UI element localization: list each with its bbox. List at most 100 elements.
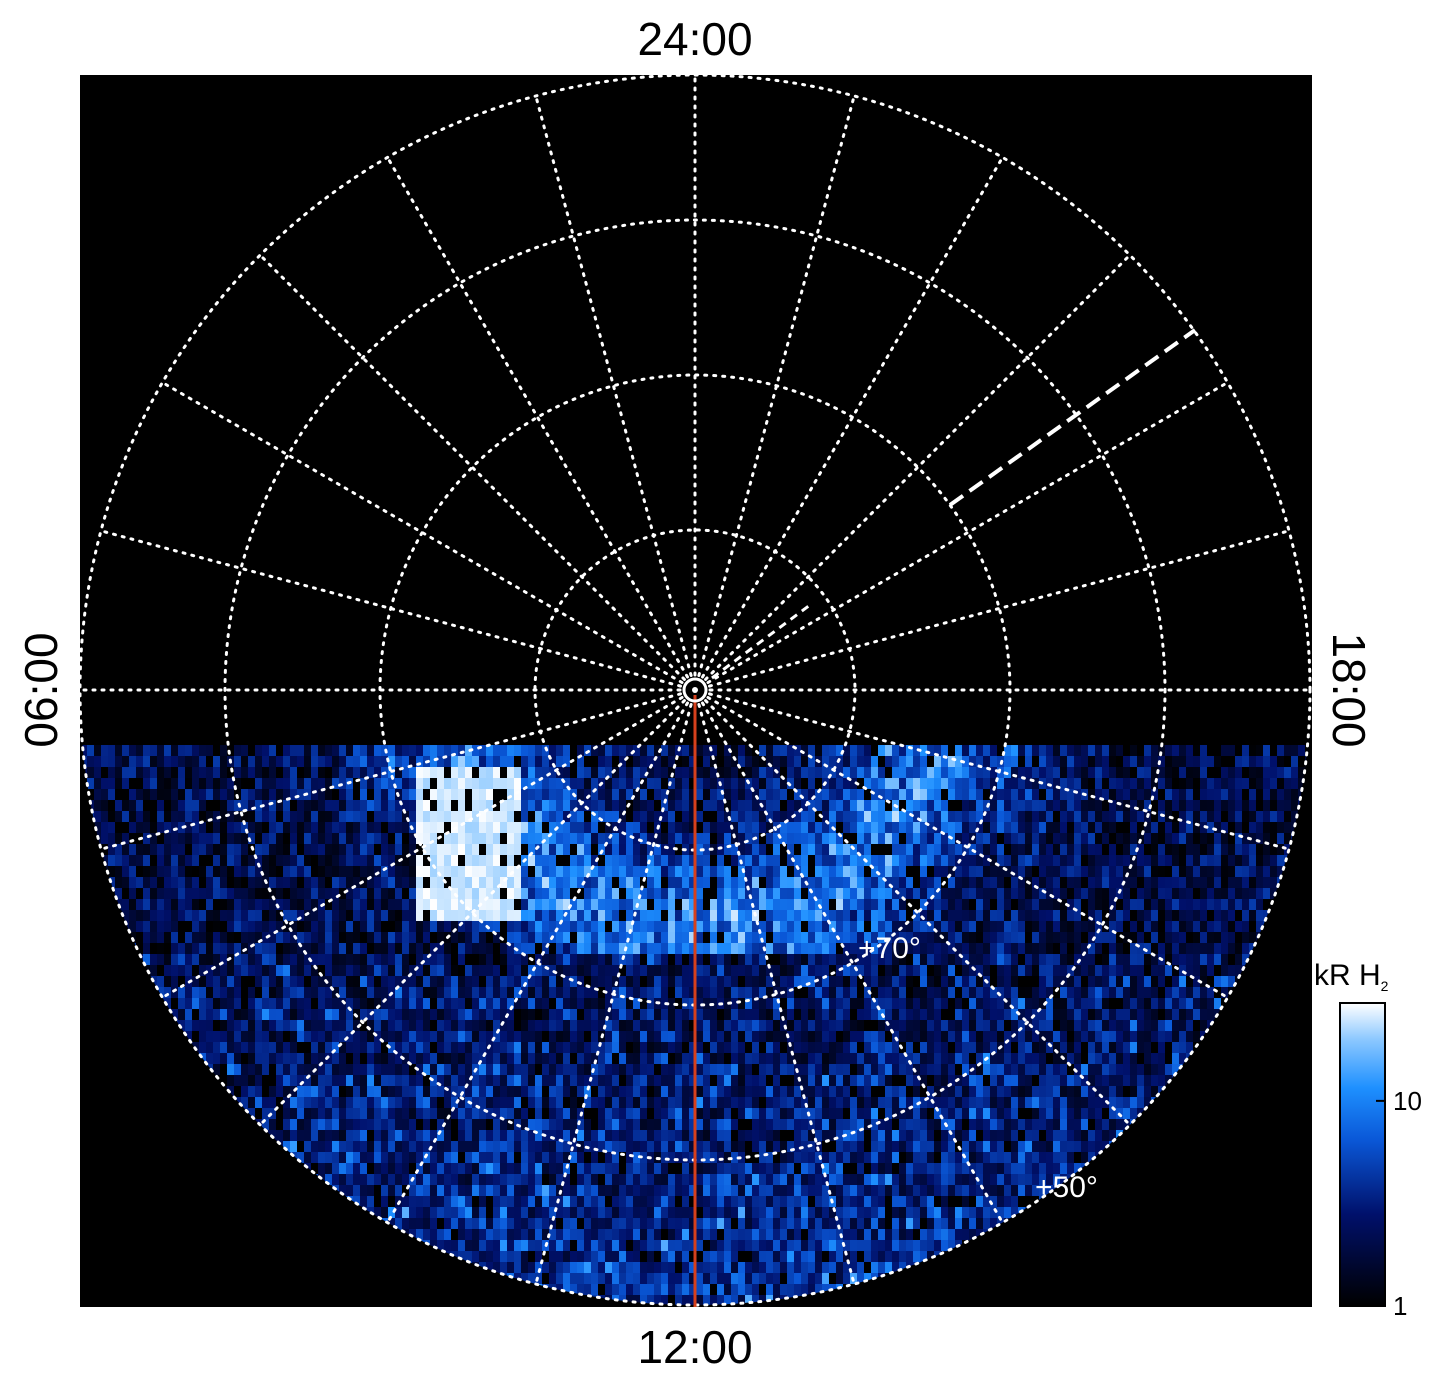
emission-pixel [717, 822, 725, 834]
emission-pixel [206, 910, 214, 922]
emission-pixel [255, 910, 263, 922]
emission-pixel [360, 800, 368, 812]
emission-pixel [339, 822, 347, 834]
emission-pixel [724, 811, 732, 823]
emission-pixel [955, 778, 963, 790]
emission-pixel [1088, 877, 1096, 889]
emission-pixel [360, 833, 368, 845]
emission-pixel [1011, 1031, 1019, 1043]
emission-pixel [381, 1075, 389, 1087]
emission-pixel [626, 811, 634, 823]
emission-pixel [955, 932, 963, 944]
emission-pixel [192, 855, 200, 867]
emission-pixel [577, 1031, 585, 1043]
emission-pixel [878, 943, 886, 955]
emission-pixel [1207, 976, 1215, 988]
emission-pixel [199, 1020, 207, 1032]
emission-pixel [766, 855, 774, 867]
emission-pixel [577, 822, 585, 834]
emission-pixel [486, 943, 494, 955]
emission-pixel [535, 1064, 543, 1076]
emission-pixel [1046, 932, 1054, 944]
emission-pixel [472, 811, 480, 823]
emission-pixel [248, 921, 256, 933]
emission-pixel [1067, 1020, 1075, 1032]
emission-pixel [1039, 965, 1047, 977]
emission-pixel [1151, 1009, 1159, 1021]
emission-pixel [346, 866, 354, 878]
emission-pixel [647, 1064, 655, 1076]
emission-pixel [738, 833, 746, 845]
emission-pixel [283, 767, 291, 779]
emission-pixel [878, 855, 886, 867]
emission-pixel [1221, 800, 1229, 812]
emission-pixel [976, 833, 984, 845]
emission-pixel [1200, 899, 1208, 911]
emission-pixel [857, 976, 865, 988]
emission-pixel [500, 1031, 508, 1043]
emission-pixel [157, 965, 165, 977]
emission-pixel [570, 800, 578, 812]
emission-pixel [570, 756, 578, 768]
emission-pixel [360, 767, 368, 779]
emission-pixel [458, 910, 466, 922]
emission-pixel [115, 888, 123, 900]
emission-pixel [815, 1064, 823, 1076]
emission-pixel [1200, 888, 1208, 900]
emission-pixel [619, 1075, 627, 1087]
emission-pixel [1228, 943, 1236, 955]
emission-pixel [1018, 844, 1026, 856]
emission-pixel [731, 855, 739, 867]
emission-pixel [983, 932, 991, 944]
emission-pixel [1144, 789, 1152, 801]
emission-pixel [416, 822, 424, 834]
emission-pixel [955, 866, 963, 878]
emission-pixel [997, 932, 1005, 944]
emission-pixel [549, 943, 557, 955]
emission-pixel [829, 965, 837, 977]
emission-pixel [164, 888, 172, 900]
emission-pixel [591, 822, 599, 834]
emission-pixel [479, 855, 487, 867]
emission-pixel [703, 1031, 711, 1043]
emission-pixel [941, 976, 949, 988]
emission-pixel [626, 767, 634, 779]
emission-pixel [1074, 778, 1082, 790]
emission-pixel [948, 844, 956, 856]
emission-pixel [598, 910, 606, 922]
emission-pixel [850, 756, 858, 768]
emission-pixel [353, 1042, 361, 1054]
emission-pixel [367, 965, 375, 977]
emission-pixel [542, 800, 550, 812]
emission-pixel [885, 866, 893, 878]
emission-pixel [675, 1053, 683, 1065]
emission-pixel [297, 844, 305, 856]
emission-pixel [1004, 932, 1012, 944]
emission-pixel [717, 987, 725, 999]
emission-pixel [381, 1042, 389, 1054]
emission-pixel [1277, 866, 1285, 878]
emission-pixel [703, 910, 711, 922]
emission-pixel [1144, 954, 1152, 966]
emission-pixel [871, 855, 879, 867]
emission-pixel [682, 800, 690, 812]
emission-pixel [689, 910, 697, 922]
emission-pixel [941, 822, 949, 834]
emission-pixel [1179, 844, 1187, 856]
emission-pixel [388, 800, 396, 812]
emission-pixel [192, 998, 200, 1010]
emission-pixel [927, 910, 935, 922]
emission-pixel [850, 888, 858, 900]
emission-pixel [1207, 844, 1215, 856]
emission-pixel [388, 778, 396, 790]
emission-pixel [941, 1020, 949, 1032]
emission-pixel [1067, 866, 1075, 878]
emission-pixel [759, 1053, 767, 1065]
emission-pixel [500, 1042, 508, 1054]
emission-pixel [717, 866, 725, 878]
emission-pixel [1109, 877, 1117, 889]
emission-pixel [1172, 899, 1180, 911]
emission-pixel [668, 976, 676, 988]
emission-pixel [1179, 745, 1187, 757]
emission-pixel [1200, 756, 1208, 768]
